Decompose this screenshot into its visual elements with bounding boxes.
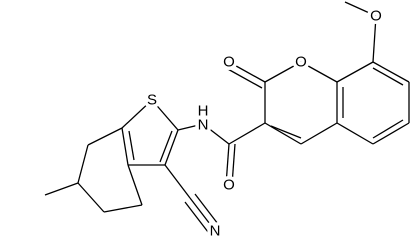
bond — [184, 201, 209, 233]
atom-labels: O O O O S H N N — [143, 4, 385, 243]
bond — [264, 61, 302, 83]
bond — [372, 122, 410, 145]
bond — [103, 204, 143, 213]
bond — [189, 197, 214, 229]
bond — [164, 129, 179, 166]
bond — [228, 61, 266, 83]
bond — [159, 130, 173, 163]
bond — [372, 61, 410, 83]
atom-label: S — [147, 92, 157, 109]
bond — [372, 15, 377, 63]
bond — [336, 61, 374, 83]
bond — [128, 130, 135, 161]
bond — [164, 164, 191, 199]
bond — [372, 67, 404, 86]
bond — [344, 1, 377, 17]
bond — [177, 123, 204, 131]
bond — [228, 122, 266, 145]
bond — [264, 122, 302, 145]
bond — [231, 143, 236, 186]
bond — [202, 123, 230, 145]
bond — [151, 99, 179, 131]
bond — [194, 193, 219, 225]
bond — [225, 143, 230, 186]
bond — [270, 125, 302, 139]
atom-label: O — [295, 54, 307, 71]
atom-label: H — [198, 103, 209, 120]
bond — [121, 127, 129, 166]
bond — [225, 67, 263, 89]
bond — [77, 182, 105, 213]
bond — [300, 61, 338, 83]
bond — [87, 127, 123, 146]
bonds — [44, 1, 410, 233]
atom-label: N — [198, 117, 209, 134]
bond — [372, 119, 404, 139]
bond — [121, 99, 153, 129]
atom-label: O — [370, 8, 382, 25]
atom-label: O — [223, 54, 235, 71]
bond — [127, 164, 143, 206]
bond — [77, 144, 89, 184]
atom-label: O — [223, 177, 235, 194]
atom-label: N — [210, 223, 221, 240]
bond — [336, 122, 374, 145]
bond — [300, 122, 338, 145]
bond — [44, 182, 79, 196]
